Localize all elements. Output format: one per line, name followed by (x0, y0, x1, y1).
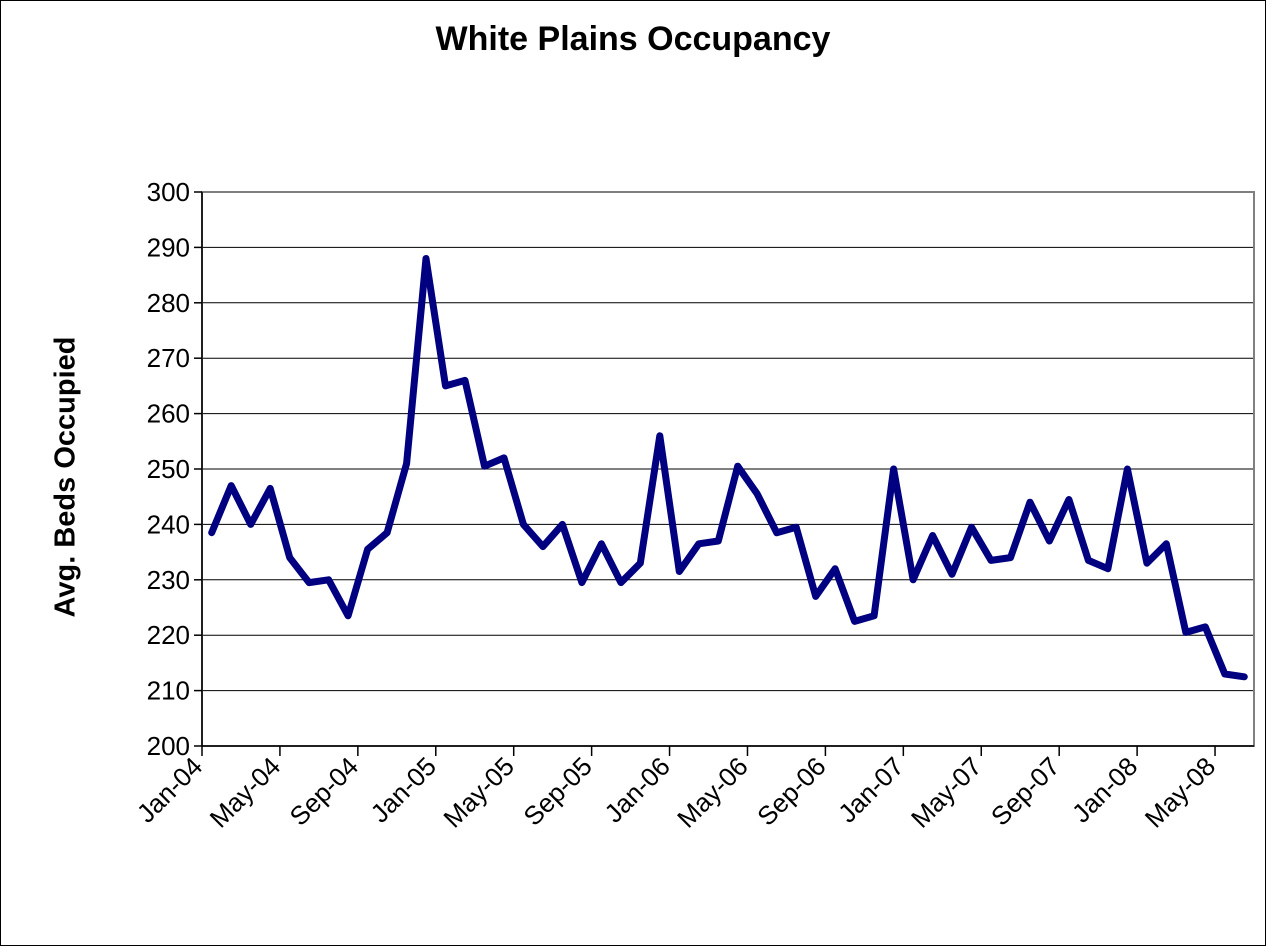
chart-title: White Plains Occupancy (435, 20, 831, 58)
x-tick-label: Sep-07 (985, 751, 1065, 831)
gridlines (202, 246, 1254, 692)
x-tick-label: Sep-06 (751, 751, 831, 831)
series-line (208, 255, 1248, 681)
y-tick-label: 290 (147, 232, 190, 262)
x-tick-label: Sep-05 (517, 751, 597, 831)
x-tick-label: Jan-08 (1066, 751, 1143, 828)
y-tick-label: 200 (147, 731, 190, 761)
y-tick-label: 210 (147, 676, 190, 706)
x-tick-label: Jan-07 (832, 751, 909, 828)
x-tick-label: May-05 (437, 751, 520, 834)
y-tick-label: 250 (147, 454, 190, 484)
x-tick-label: May-04 (204, 751, 287, 834)
x-tick-label: May-06 (671, 751, 754, 834)
y-tick-label: 220 (147, 620, 190, 650)
x-tick-label: Sep-04 (284, 751, 364, 831)
x-tick-label: Jan-06 (598, 751, 675, 828)
x-tick-label: Jan-05 (365, 751, 442, 828)
y-axis: 200 210 220 230 240 250 260 270 280 290 300 (147, 177, 203, 761)
x-tick-label: May-08 (1139, 751, 1222, 834)
y-tick-label: 240 (147, 509, 190, 539)
y-tick-label: 280 (147, 288, 190, 318)
x-tick-label: May-07 (905, 751, 988, 834)
y-tick-label: 300 (147, 177, 190, 207)
y-tick-label: 230 (147, 565, 190, 595)
y-tick-label: 270 (147, 343, 190, 373)
y-tick-label: 260 (147, 399, 190, 429)
x-tick-label: Jan-04 (131, 751, 208, 828)
